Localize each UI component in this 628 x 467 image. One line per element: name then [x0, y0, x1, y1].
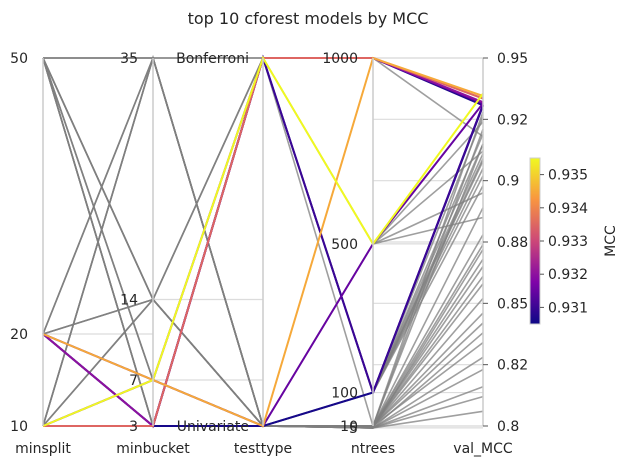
axis-label-val_MCC: val_MCC [453, 441, 513, 457]
colorbar: 0.935 0.934 0.933 0.932 0.931 MCC [529, 157, 619, 325]
tick-label: 1000 [322, 51, 358, 67]
tick-label: 0.8 [497, 419, 519, 435]
colorbar-tick-label: 0.931 [548, 300, 588, 316]
tick-label: 0.9 [497, 174, 519, 190]
colorbar-gradient [529, 157, 541, 325]
colorbar-label: MCC [603, 225, 619, 257]
tick-label: 3 [129, 419, 138, 435]
axis-label-minbucket: minbucket [116, 441, 190, 457]
tick-label: 0.88 [497, 235, 528, 251]
colorbar-tick-label: 0.933 [548, 234, 588, 250]
tick-label: 0.95 [497, 51, 528, 67]
tick-label: 10 [340, 419, 358, 435]
axis-label-ntrees: ntrees [351, 441, 395, 457]
tick-label: 5 [349, 421, 358, 437]
tick-label: 14 [120, 293, 138, 309]
tick-label: 35 [120, 51, 138, 67]
tick-label: 0.82 [497, 358, 528, 374]
tick-label: 500 [331, 237, 358, 253]
tick-label: Univariate [177, 419, 249, 435]
axis-label-testtype: testtype [234, 441, 292, 457]
tick-label: 7 [129, 373, 138, 389]
colorbar-tick-label: 0.932 [548, 267, 588, 283]
tick-label: 0.92 [497, 112, 528, 128]
tick-label: 0.85 [497, 296, 528, 312]
tick-label: 50 [10, 51, 28, 67]
axis-label-minsplit: minsplit [15, 441, 71, 457]
tick-label: 20 [10, 327, 28, 343]
tick-label: 10 [10, 419, 28, 435]
colorbar-tick-label: 0.935 [548, 168, 588, 184]
chart-title: top 10 cforest models by MCC [188, 9, 429, 28]
colorbar-tick-label: 0.934 [548, 201, 588, 217]
tick-label: Bonferroni [176, 51, 249, 67]
tick-label: 100 [331, 386, 358, 402]
axes: minsplit 50 20 10 minbucket 35 14 7 3 testtype Bon… [10, 51, 528, 457]
